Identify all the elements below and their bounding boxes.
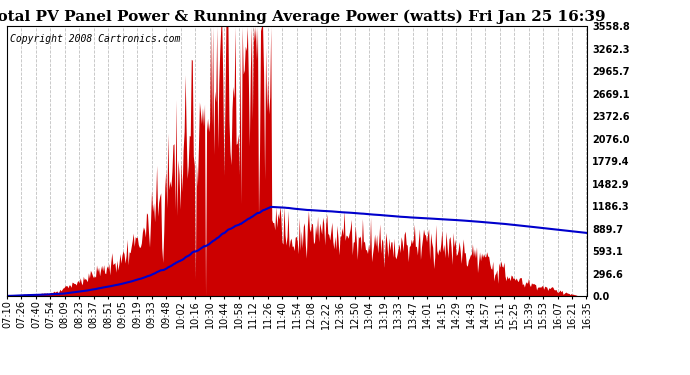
Text: Copyright 2008 Cartronics.com: Copyright 2008 Cartronics.com (10, 34, 180, 44)
Text: Total PV Panel Power & Running Average Power (watts) Fri Jan 25 16:39: Total PV Panel Power & Running Average P… (0, 9, 606, 24)
